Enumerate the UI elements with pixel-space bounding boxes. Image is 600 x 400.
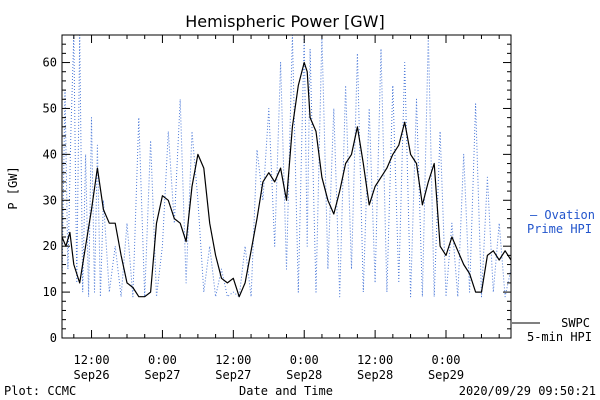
y-tick-label: 20 xyxy=(43,239,57,253)
x-tick-label-date: Sep29 xyxy=(428,368,464,382)
legend: — Ovation Prime HPI SWPC 5-min HPI xyxy=(512,208,595,344)
legend-ovation-line1: — Ovation xyxy=(530,208,595,222)
plot-timestamp: 2020/09/29 09:50:21 xyxy=(459,384,596,398)
y-tick-label: 0 xyxy=(50,331,57,345)
x-tick-label-time: 0:00 xyxy=(148,353,177,367)
x-tick-label-time: 12:00 xyxy=(73,353,109,367)
y-axis: 0 10 20 30 40 50 60 xyxy=(43,34,511,345)
series-line-swpc-5min-hpi xyxy=(62,61,511,298)
y-tick-label: 10 xyxy=(43,285,57,299)
y-axis-label: P [GW] xyxy=(6,166,20,209)
legend-swpc-line1: SWPC xyxy=(561,316,590,330)
x-tick-label-time: 12:00 xyxy=(215,353,251,367)
x-tick-label-date: Sep27 xyxy=(215,368,251,382)
legend-ovation-line2: Prime HPI xyxy=(527,222,592,236)
x-tick-label-date: Sep28 xyxy=(357,368,393,382)
y-tick-label: 40 xyxy=(43,147,57,161)
plot-area xyxy=(62,35,511,298)
y-tick-label: 50 xyxy=(43,101,57,115)
chart-title: Hemispheric Power [GW] xyxy=(185,12,384,31)
y-tick-label: 30 xyxy=(43,193,57,207)
series-line-ovation-prime-hpi xyxy=(62,35,511,298)
x-axis: 12:00Sep260:00Sep2712:00Sep270:00Sep2812… xyxy=(73,35,500,382)
plot-frame xyxy=(61,34,512,339)
plot-credit: Plot: CCMC xyxy=(4,384,76,398)
x-tick-label-time: 0:00 xyxy=(290,353,319,367)
x-tick-label-date: Sep26 xyxy=(73,368,109,382)
x-tick-label-date: Sep28 xyxy=(286,368,322,382)
x-tick-label-time: 0:00 xyxy=(432,353,461,367)
x-tick-label-date: Sep27 xyxy=(144,368,180,382)
x-tick-label-time: 12:00 xyxy=(357,353,393,367)
legend-swpc-line2: 5-min HPI xyxy=(527,330,592,344)
y-tick-label: 60 xyxy=(43,56,57,70)
x-axis-label: Date and Time xyxy=(239,384,333,398)
